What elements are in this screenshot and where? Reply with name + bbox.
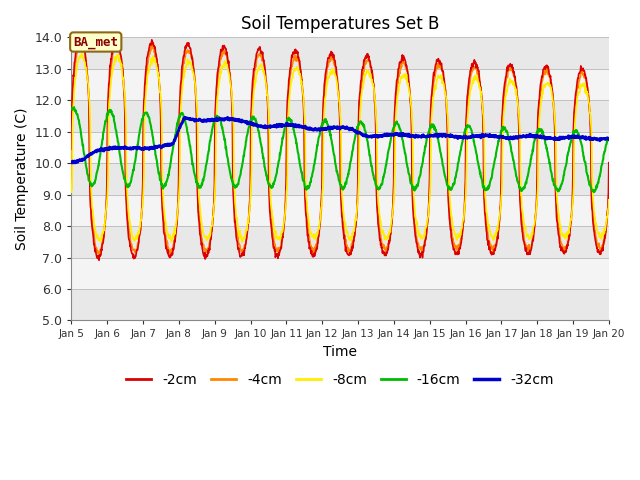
Bar bbox=[72, 226, 609, 258]
Bar bbox=[72, 194, 609, 226]
Text: BA_met: BA_met bbox=[73, 36, 118, 48]
Bar bbox=[72, 37, 609, 69]
Bar bbox=[72, 258, 609, 289]
Title: Soil Temperatures Set B: Soil Temperatures Set B bbox=[241, 15, 439, 33]
Bar bbox=[72, 69, 609, 100]
Bar bbox=[72, 289, 609, 321]
Legend: -2cm, -4cm, -8cm, -16cm, -32cm: -2cm, -4cm, -8cm, -16cm, -32cm bbox=[121, 368, 559, 393]
X-axis label: Time: Time bbox=[323, 345, 357, 359]
Bar bbox=[72, 100, 609, 132]
Y-axis label: Soil Temperature (C): Soil Temperature (C) bbox=[15, 108, 29, 250]
Bar bbox=[72, 132, 609, 163]
Bar bbox=[72, 163, 609, 194]
